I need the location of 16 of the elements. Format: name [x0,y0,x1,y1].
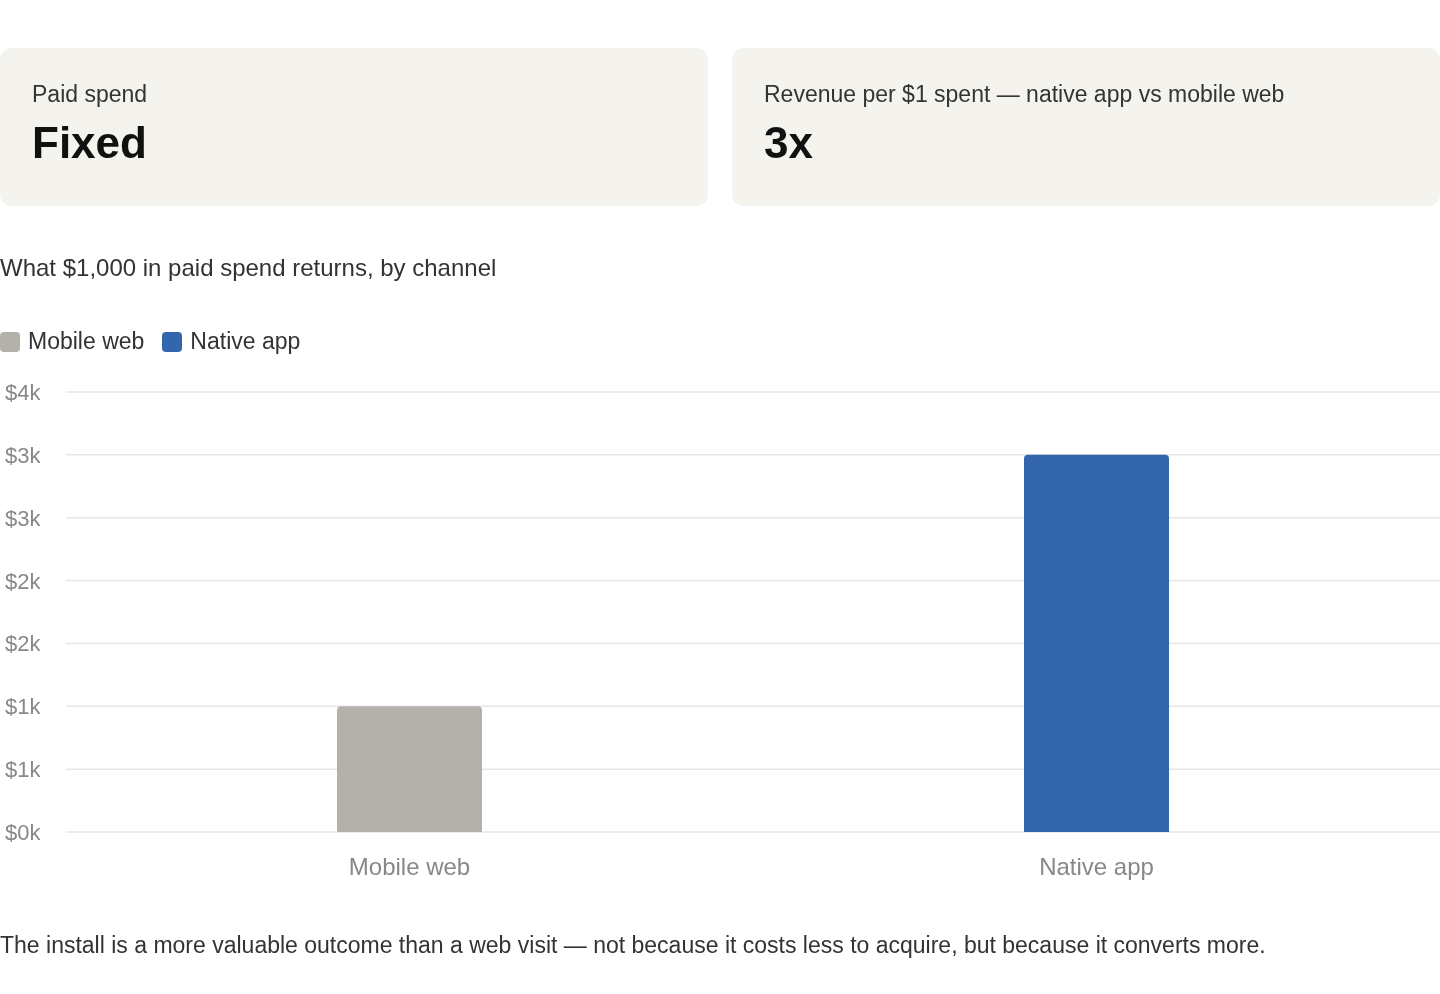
text: Paid spend [32,81,148,108]
text: The install is a more valuable outcome than a web visit — not because it costs less to acquire, but because it converts more. [0,932,1266,959]
y-tick-label: $2k [5,568,42,594]
y-tick-label: $3k [5,505,42,531]
y-tick-label: $4k [5,380,42,405]
text: 3x [764,118,813,168]
chart-title: What $1,000 in paid spend returns, by channel [0,254,497,282]
legend-label: Native app [190,328,301,355]
y-tick-label: $2k [5,631,42,657]
text: Fixed [32,118,147,168]
y-tick-label: $1k [5,694,42,720]
legend-label: Mobile web [28,328,145,355]
text: Revenue per $1 spent — native app vs mobile web [764,81,1285,108]
y-tick-label: $1k [5,757,42,783]
y-tick-label: $0k [5,820,42,845]
y-tick-label: $3k [5,442,42,468]
